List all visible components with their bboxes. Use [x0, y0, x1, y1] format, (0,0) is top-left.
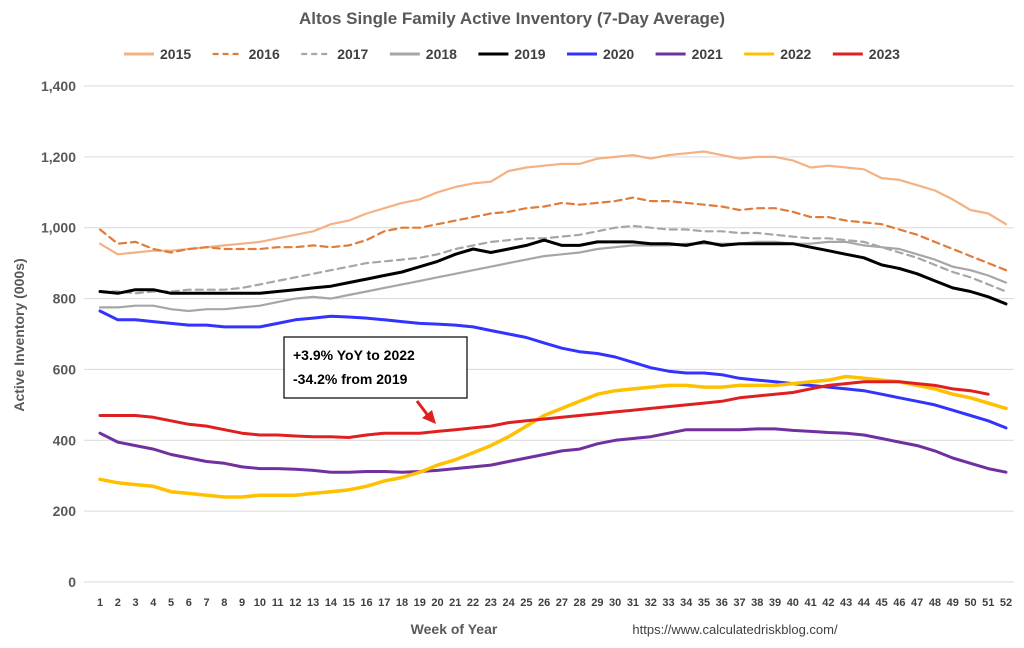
x-tick-label: 37 [733, 597, 745, 609]
series-line-2018 [98, 240, 1008, 313]
y-tick-label: 1,000 [41, 220, 76, 236]
chart-title: Altos Single Family Active Inventory (7-… [299, 9, 725, 28]
x-axis: 1 2 3 4 5 6 7 8 9 10 11 12 13 14 15 16 17 18 19 20 21 22 23 24 2… [97, 597, 1012, 609]
x-tick-label: 45 [876, 597, 888, 609]
x-tick-label: 32 [645, 597, 657, 609]
x-tick-label: 51 [982, 597, 994, 609]
x-tick-label: 1 [97, 597, 103, 609]
x-tick-label: 19 [414, 597, 426, 609]
source-url: https://www.calculatedriskblog.com/ [632, 622, 838, 637]
series-line-2017 [98, 224, 1008, 295]
y-axis: 0 200 400 600 800 1,000 1,200 1,400 [41, 78, 76, 590]
legend-label-2018: 2018 [426, 46, 457, 62]
x-tick-label: 13 [307, 597, 319, 609]
legend-label-2016: 2016 [249, 46, 280, 62]
x-tick-label: 28 [574, 597, 586, 609]
legend-label-2023: 2023 [869, 46, 900, 62]
x-tick-label: 4 [150, 597, 157, 609]
x-tick-label: 15 [343, 597, 355, 609]
x-tick-label: 38 [751, 597, 763, 609]
x-tick-label: 41 [804, 597, 816, 609]
legend-label-2022: 2022 [780, 46, 811, 62]
x-tick-label: 12 [289, 597, 301, 609]
x-tick-label: 7 [204, 597, 210, 609]
x-tick-label: 35 [698, 597, 710, 609]
x-tick-label: 25 [520, 597, 532, 609]
y-axis-label: Active Inventory (000s) [11, 258, 27, 411]
x-tick-label: 52 [1000, 597, 1012, 609]
x-tick-label: 34 [680, 597, 693, 609]
series-line-2019 [98, 238, 1008, 306]
series-lines [98, 150, 1008, 499]
x-tick-label: 17 [378, 597, 390, 609]
x-tick-label: 2 [115, 597, 121, 609]
series-line-2023 [98, 380, 990, 439]
x-tick-label: 21 [449, 597, 461, 609]
y-tick-label: 800 [53, 291, 77, 307]
x-tick-label: 16 [360, 597, 372, 609]
annotation: +3.9% YoY to 2022 -34.2% from 2019 [283, 336, 468, 424]
x-tick-label: 6 [186, 597, 192, 609]
x-tick-label: 48 [929, 597, 941, 609]
x-tick-label: 23 [485, 597, 497, 609]
gridlines [84, 85, 1014, 583]
series-line-2015 [98, 150, 1008, 256]
x-tick-label: 43 [840, 597, 852, 609]
x-tick-label: 11 [272, 597, 284, 609]
annotation-line-1: +3.9% YoY to 2022 [293, 347, 415, 363]
x-tick-label: 44 [858, 597, 871, 609]
x-tick-label: 47 [911, 597, 923, 609]
series-line-2016 [98, 196, 1008, 272]
x-tick-label: 8 [221, 597, 227, 609]
annotation-arrow-head [422, 410, 436, 424]
series-line-2021 [98, 427, 1008, 474]
x-tick-label: 22 [467, 597, 479, 609]
x-tick-label: 46 [893, 597, 905, 609]
series-line-2020 [98, 309, 1008, 430]
annotation-line-2: -34.2% from 2019 [293, 371, 408, 387]
x-axis-label: Week of Year [411, 621, 498, 637]
legend-label-2019: 2019 [514, 46, 545, 62]
x-tick-label: 9 [239, 597, 245, 609]
x-tick-label: 24 [502, 597, 515, 609]
x-tick-label: 49 [947, 597, 959, 609]
y-tick-label: 200 [53, 503, 77, 519]
x-tick-label: 33 [662, 597, 674, 609]
legend: 2015 2016 2017 2018 2019 2020 2021 2022 2023 [124, 46, 900, 62]
x-tick-label: 31 [627, 597, 639, 609]
x-tick-label: 14 [325, 597, 338, 609]
x-tick-label: 40 [787, 597, 799, 609]
x-tick-label: 36 [716, 597, 728, 609]
x-tick-label: 27 [556, 597, 568, 609]
x-tick-label: 26 [538, 597, 550, 609]
x-tick-label: 20 [431, 597, 443, 609]
y-tick-label: 1,400 [41, 78, 76, 94]
x-tick-label: 42 [822, 597, 834, 609]
annotation-box [283, 336, 468, 399]
x-tick-label: 3 [132, 597, 138, 609]
y-tick-label: 0 [68, 574, 76, 590]
legend-label-2017: 2017 [337, 46, 368, 62]
x-tick-label: 18 [396, 597, 408, 609]
series-line-2022 [98, 374, 1008, 499]
legend-label-2015: 2015 [160, 46, 191, 62]
x-tick-label: 29 [591, 597, 603, 609]
legend-label-2020: 2020 [603, 46, 634, 62]
x-tick-label: 50 [964, 597, 976, 609]
legend-label-2021: 2021 [692, 46, 723, 62]
x-tick-label: 5 [168, 597, 174, 609]
y-tick-label: 1,200 [41, 149, 76, 165]
y-tick-label: 600 [53, 361, 77, 377]
x-tick-label: 39 [769, 597, 781, 609]
x-tick-label: 30 [609, 597, 621, 609]
x-tick-label: 10 [254, 597, 266, 609]
y-tick-label: 400 [53, 432, 77, 448]
